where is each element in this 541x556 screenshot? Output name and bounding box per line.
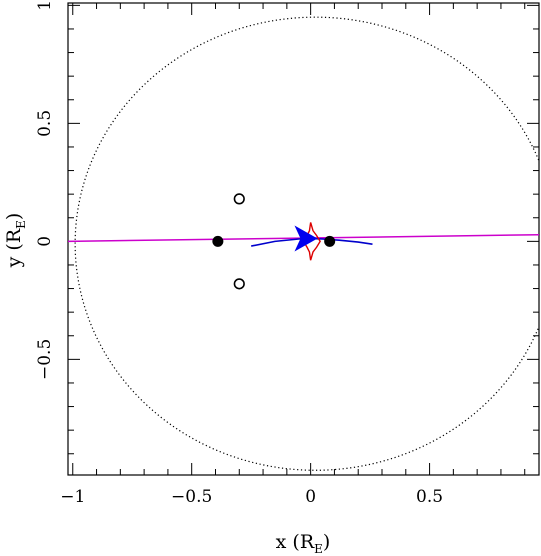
source-marker xyxy=(294,225,318,252)
lens-mass-point xyxy=(212,235,224,247)
lens-mass-point xyxy=(324,235,336,247)
mark-group xyxy=(68,16,539,471)
x-axis-title-main: x (R xyxy=(276,531,315,553)
x-axis-title-close: ) xyxy=(323,531,330,553)
x-tick-label: 0 xyxy=(305,487,316,507)
y-axis-title-main: y (R xyxy=(3,228,25,268)
y-tick-label: 0.5 xyxy=(35,110,55,137)
x-tick-label: −1 xyxy=(60,487,85,507)
plot-frame xyxy=(67,2,540,476)
y-axis-title-close: ) xyxy=(3,213,25,220)
x-tick-label: 0.5 xyxy=(416,487,443,507)
x-axis-title: x (RE) xyxy=(276,531,331,556)
y-axis-title: y (RE) xyxy=(3,213,28,269)
y-tick-label: 1 xyxy=(35,0,55,11)
plot-area xyxy=(68,16,539,471)
y-tick-label: −0.5 xyxy=(35,339,55,380)
y-axis-title-subscript: E xyxy=(14,220,28,229)
x-axis-title-subscript: E xyxy=(314,542,323,556)
image-point xyxy=(233,193,245,205)
tick-label-group: −1 −0.5 0 0.5 −0.5 0 0.5 1 xyxy=(35,0,443,507)
source-dot xyxy=(308,236,314,242)
y-tick-label: 0 xyxy=(35,236,55,247)
image-point xyxy=(233,278,245,290)
x-tick-label: −0.5 xyxy=(171,487,212,507)
